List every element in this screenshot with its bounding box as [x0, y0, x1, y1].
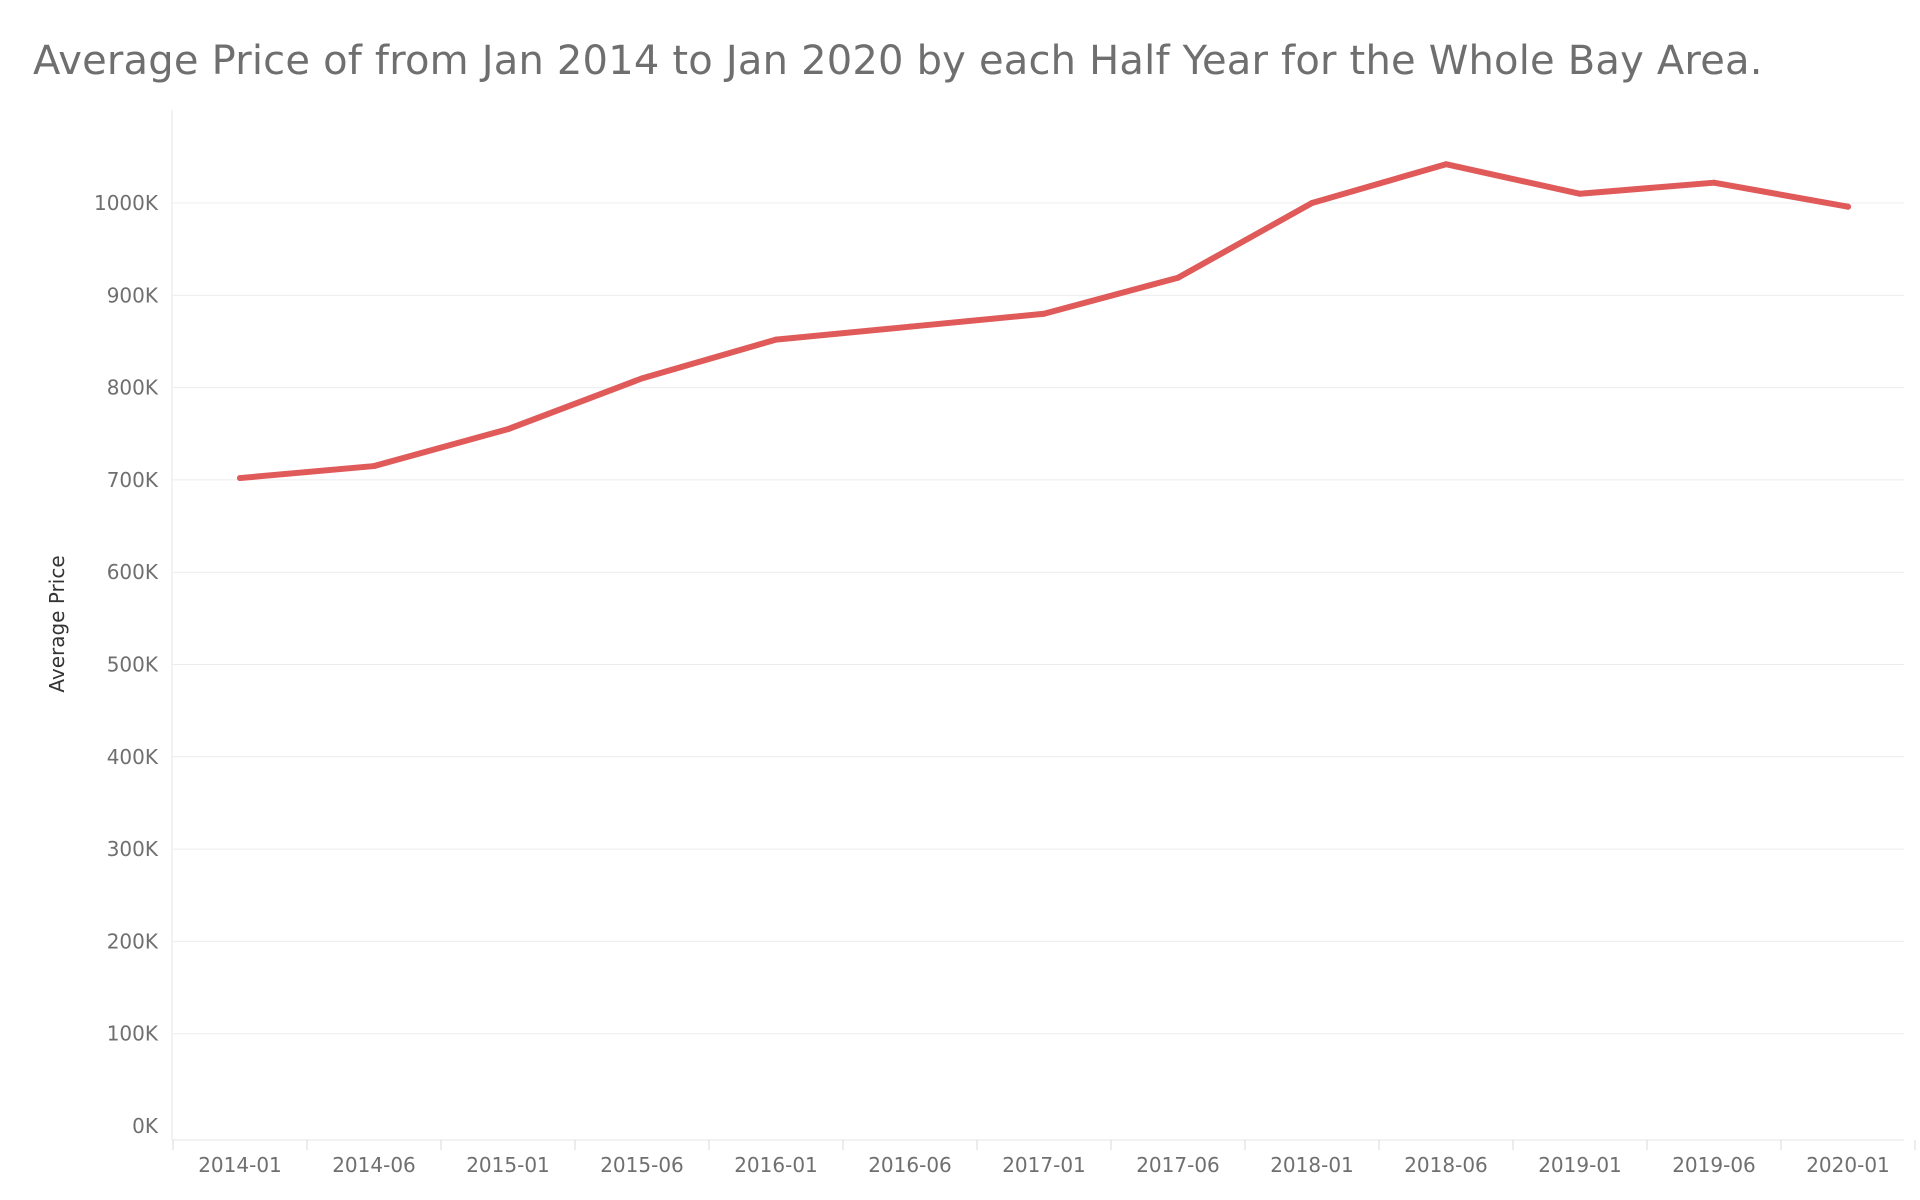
y-axis: 0K 100K 200K 300K 400K 500K 600K 700K 800K 900K 10… — [94, 191, 159, 1138]
grid-layer — [171, 110, 1904, 1140]
y-tick-label: 300K — [107, 837, 159, 861]
x-tick-label: 2017-01 — [1002, 1153, 1086, 1177]
data-point — [1711, 179, 1717, 186]
data-point — [1577, 190, 1583, 197]
x-tick-label: 2015-01 — [466, 1153, 550, 1177]
x-tick-label: 2019-01 — [1538, 1153, 1622, 1177]
x-tick-label: 2019-06 — [1672, 1153, 1756, 1177]
x-tick-label: 2014-01 — [198, 1153, 282, 1177]
x-tick-label: 2017-06 — [1136, 1153, 1220, 1177]
chart-title: Average Price of from Jan 2014 to Jan 20… — [33, 38, 1763, 84]
x-tick-label: 2018-01 — [1270, 1153, 1354, 1177]
data-point — [237, 475, 243, 482]
y-tick-label: 900K — [107, 283, 159, 307]
y-tick-label: 1000K — [94, 191, 159, 215]
data-point — [773, 336, 779, 343]
x-axis: 2014-01 2014-06 2015-01 2015-06 2016-01 2016-… — [172, 1139, 1916, 1177]
data-point — [1309, 200, 1315, 206]
data-point — [1175, 274, 1181, 281]
x-tick-label: 2018-06 — [1404, 1153, 1488, 1177]
data-point — [1443, 161, 1449, 168]
series-line — [237, 161, 1851, 482]
y-tick-label: 800K — [107, 376, 159, 400]
data-point — [907, 323, 913, 330]
x-tick-label: 2016-06 — [868, 1153, 952, 1177]
x-tick-label: 2014-06 — [332, 1153, 416, 1177]
y-tick-label: 600K — [107, 560, 159, 584]
series-layer — [237, 161, 1851, 482]
x-tick-label: 2016-01 — [734, 1153, 818, 1177]
data-point — [1041, 310, 1047, 317]
data-point — [505, 426, 511, 433]
y-tick-label: 400K — [107, 745, 159, 769]
y-tick-label: 100K — [107, 1022, 159, 1046]
y-tick-label: 500K — [107, 653, 159, 677]
y-axis-label: Average Price — [45, 555, 69, 692]
y-tick-label: 0K — [132, 1114, 159, 1138]
y-tick-label: 700K — [107, 468, 159, 492]
data-point — [371, 463, 377, 470]
x-tick-label: 2020-01 — [1806, 1153, 1890, 1177]
x-tick-label: 2015-06 — [600, 1153, 684, 1177]
y-tick-label: 200K — [107, 929, 159, 953]
data-point — [639, 375, 645, 382]
data-point — [1845, 203, 1851, 210]
